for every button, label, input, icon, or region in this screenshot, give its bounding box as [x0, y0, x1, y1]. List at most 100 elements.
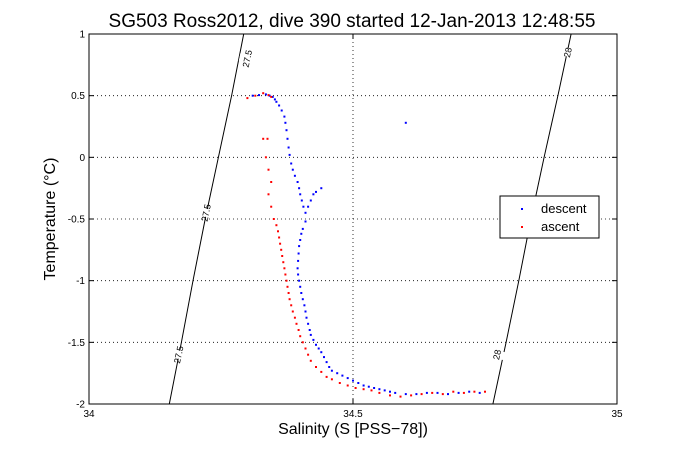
x-tick-label: 34: [83, 409, 95, 420]
isopycnal-label-bg: [170, 349, 188, 361]
descent-point: [309, 333, 312, 336]
ascent-point: [290, 304, 293, 307]
descent-point: [251, 94, 254, 97]
ascent-point: [267, 94, 270, 97]
ascent-point: [246, 97, 249, 100]
ascent-point: [309, 359, 312, 362]
descent-point: [394, 391, 397, 394]
descent-point: [286, 137, 289, 140]
descent-point: [352, 379, 354, 382]
descent-point: [298, 245, 301, 248]
isopycnal-label-bg: [559, 46, 577, 59]
legend-label-descent: descent: [541, 201, 587, 216]
axis-ticks: 34 34.5 35 1 0.5 0 -0.5 -1 -1.5 -2: [68, 30, 623, 421]
descent-point: [323, 356, 325, 359]
descent-point: [304, 211, 307, 214]
ascent-point: [295, 322, 298, 325]
descent-point: [330, 369, 333, 372]
descent-point: [278, 104, 281, 107]
ascent-point: [291, 310, 294, 313]
isopycnal-line: [168, 33, 245, 405]
descent-point: [425, 391, 428, 394]
descent-point: [271, 95, 274, 98]
descent-point: [304, 310, 307, 313]
isopycnal-label-bg: [488, 349, 506, 361]
descent-point: [309, 199, 312, 202]
descent-point: [320, 351, 323, 354]
y-tick-label: -0.5: [68, 215, 86, 226]
ascent-point: [420, 393, 423, 396]
isopycnal-label-bg: [197, 207, 215, 219]
descent-point: [297, 273, 300, 276]
descent-point: [296, 267, 299, 270]
x-axis-label: Salinity (S [PSS−78]): [278, 421, 428, 438]
descent-point: [328, 366, 331, 368]
ascent-point: [378, 391, 381, 394]
ascent-point: [283, 267, 286, 270]
x-tick-label: 35: [611, 409, 623, 420]
descent-point: [300, 199, 303, 202]
descent-point: [478, 391, 481, 394]
descent-point: [307, 205, 310, 208]
descent-point: [315, 190, 317, 193]
y-tick-label: 1: [79, 30, 85, 41]
descent-point: [268, 94, 271, 97]
ascent-point: [270, 181, 273, 183]
isopycnal-contours: 27.5 27.5 27.5 28 28: [168, 33, 577, 405]
ascent-point: [266, 137, 269, 140]
descent-point: [305, 316, 308, 319]
isopycnal-label: 28: [562, 47, 574, 59]
descent-point: [300, 232, 303, 235]
ascent-point: [272, 218, 275, 220]
legend-box: [499, 195, 600, 239]
ascent-point: [320, 370, 323, 373]
descent-point: [303, 304, 306, 307]
data-points: [246, 92, 486, 398]
descent-point: [301, 298, 304, 301]
descent-point: [320, 187, 323, 190]
descent-point: [468, 390, 471, 393]
descent-point: [308, 329, 311, 331]
ascent-point: [281, 255, 284, 257]
descent-point: [264, 93, 267, 96]
ascent-point: [270, 205, 273, 208]
isopycnal-label-bg: [238, 53, 257, 65]
descent-point: [357, 382, 360, 384]
descent-point: [283, 115, 286, 118]
descent-point: [288, 153, 291, 156]
descent-point: [285, 129, 288, 132]
ascent-point: [254, 94, 257, 97]
descent-point: [367, 385, 370, 388]
ascent-point: [282, 261, 285, 264]
isopycnal-label: 27.5: [172, 345, 185, 364]
legend-label-ascent: ascent: [541, 219, 580, 234]
y-tick-label: -1: [76, 276, 85, 287]
descent-point: [280, 109, 283, 112]
descent-point: [293, 174, 296, 177]
isopycnal-label: 27.5: [241, 49, 254, 68]
ascent-point: [277, 230, 279, 233]
ascent-point: [262, 92, 265, 95]
descent-point: [341, 374, 344, 377]
ascent-point: [330, 378, 333, 381]
descent-point: [312, 193, 315, 196]
ascent-point: [278, 236, 281, 239]
ascent-point: [286, 285, 289, 288]
descent-point: [315, 343, 317, 346]
grid-lines: [89, 34, 617, 404]
descent-point: [404, 121, 407, 124]
descent-point: [291, 168, 294, 171]
descent-point: [302, 205, 305, 208]
descent-point: [436, 391, 439, 394]
descent-point: [404, 393, 407, 396]
descent-point: [312, 338, 315, 341]
ascent-point: [279, 242, 282, 245]
descent-point: [378, 388, 381, 391]
ascent-point: [301, 341, 304, 344]
ascent-point: [280, 248, 283, 251]
ascent-point: [452, 390, 455, 393]
ascent-point: [293, 316, 296, 319]
ascent-point: [267, 193, 270, 196]
y-tick-label: 0: [79, 153, 85, 164]
descent-point: [447, 393, 449, 396]
